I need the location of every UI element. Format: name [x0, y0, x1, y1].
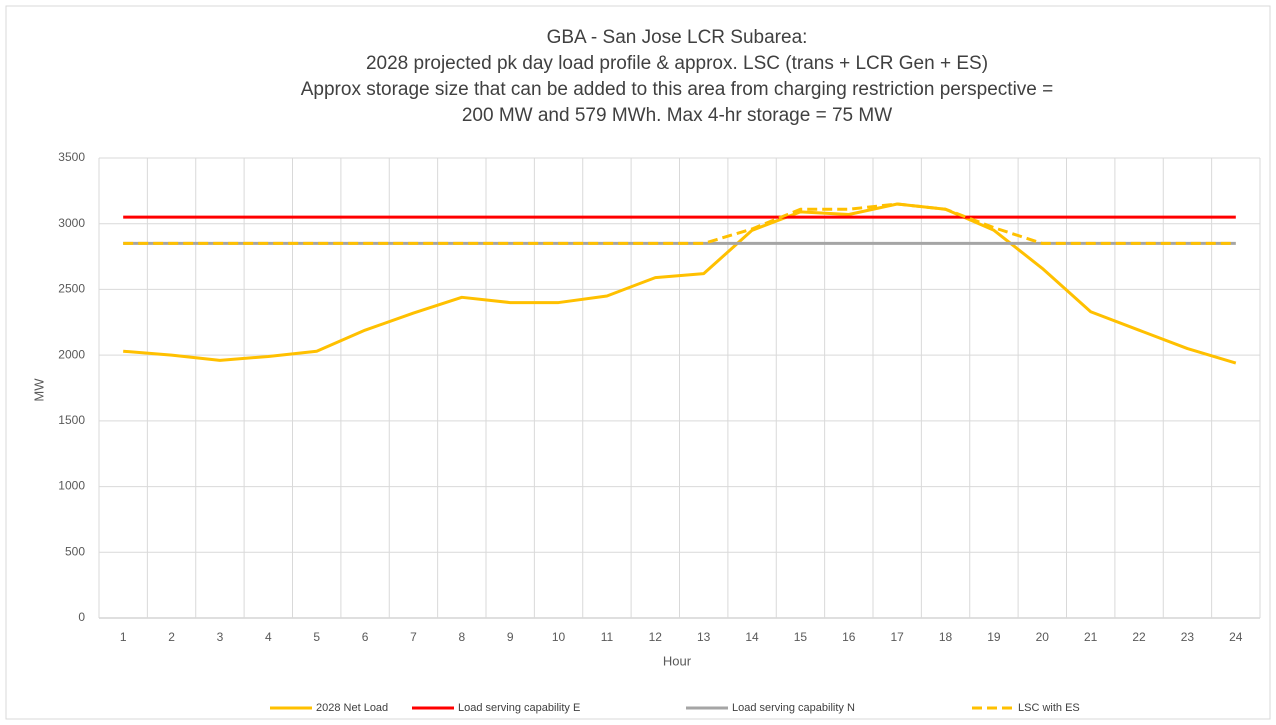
- x-tick-label: 4: [265, 630, 272, 644]
- x-tick-label: 1: [120, 630, 127, 644]
- x-tick-label: 13: [697, 630, 711, 644]
- x-tick-label: 19: [987, 630, 1001, 644]
- x-tick-label: 15: [794, 630, 808, 644]
- x-tick-label: 8: [458, 630, 465, 644]
- y-tick-label: 3500: [58, 150, 85, 164]
- x-tick-label: 9: [507, 630, 514, 644]
- legend-label: LSC with ES: [1018, 702, 1080, 714]
- y-tick-label: 2000: [58, 347, 85, 361]
- x-tick-label: 7: [410, 630, 417, 644]
- x-tick-label: 22: [1132, 630, 1146, 644]
- x-tick-label: 20: [1036, 630, 1050, 644]
- x-tick-label: 3: [217, 630, 224, 644]
- y-tick-label: 1000: [58, 479, 85, 493]
- x-tick-label: 17: [891, 630, 905, 644]
- chart-frame: [5, 5, 1271, 720]
- y-tick-label: 2500: [58, 282, 85, 296]
- chart-title: 200 MW and 579 MWh. Max 4-hr storage = 7…: [462, 105, 892, 126]
- x-tick-label: 2: [168, 630, 175, 644]
- chart-title: Approx storage size that can be added to…: [301, 79, 1054, 100]
- x-tick-label: 24: [1229, 630, 1243, 644]
- series-line: [123, 202, 1237, 365]
- y-tick-label: 500: [65, 544, 85, 558]
- x-axis-label: Hour: [663, 653, 692, 668]
- x-tick-label: 23: [1181, 630, 1195, 644]
- x-tick-label: 12: [649, 630, 663, 644]
- x-tick-label: 6: [362, 630, 369, 644]
- x-tick-label: 14: [745, 630, 759, 644]
- chart-title: GBA - San Jose LCR Subarea:: [547, 27, 808, 48]
- x-tick-label: 21: [1084, 630, 1098, 644]
- y-tick-label: 3000: [58, 216, 85, 230]
- legend-label: Load serving capability N: [732, 702, 855, 714]
- legend-label: 2028 Net Load: [316, 702, 388, 714]
- y-tick-label: 1500: [58, 413, 85, 427]
- x-tick-label: 5: [313, 630, 320, 644]
- y-axis-label: MW: [31, 378, 46, 402]
- chart-title: 2028 projected pk day load profile & app…: [366, 53, 988, 74]
- series-line: [123, 202, 1236, 245]
- x-tick-label: 18: [939, 630, 953, 644]
- x-tick-label: 11: [601, 630, 614, 644]
- x-tick-label: 16: [842, 630, 856, 644]
- y-tick-label: 0: [78, 610, 85, 624]
- x-tick-label: 10: [552, 630, 566, 644]
- legend-label: Load serving capability E: [458, 702, 580, 714]
